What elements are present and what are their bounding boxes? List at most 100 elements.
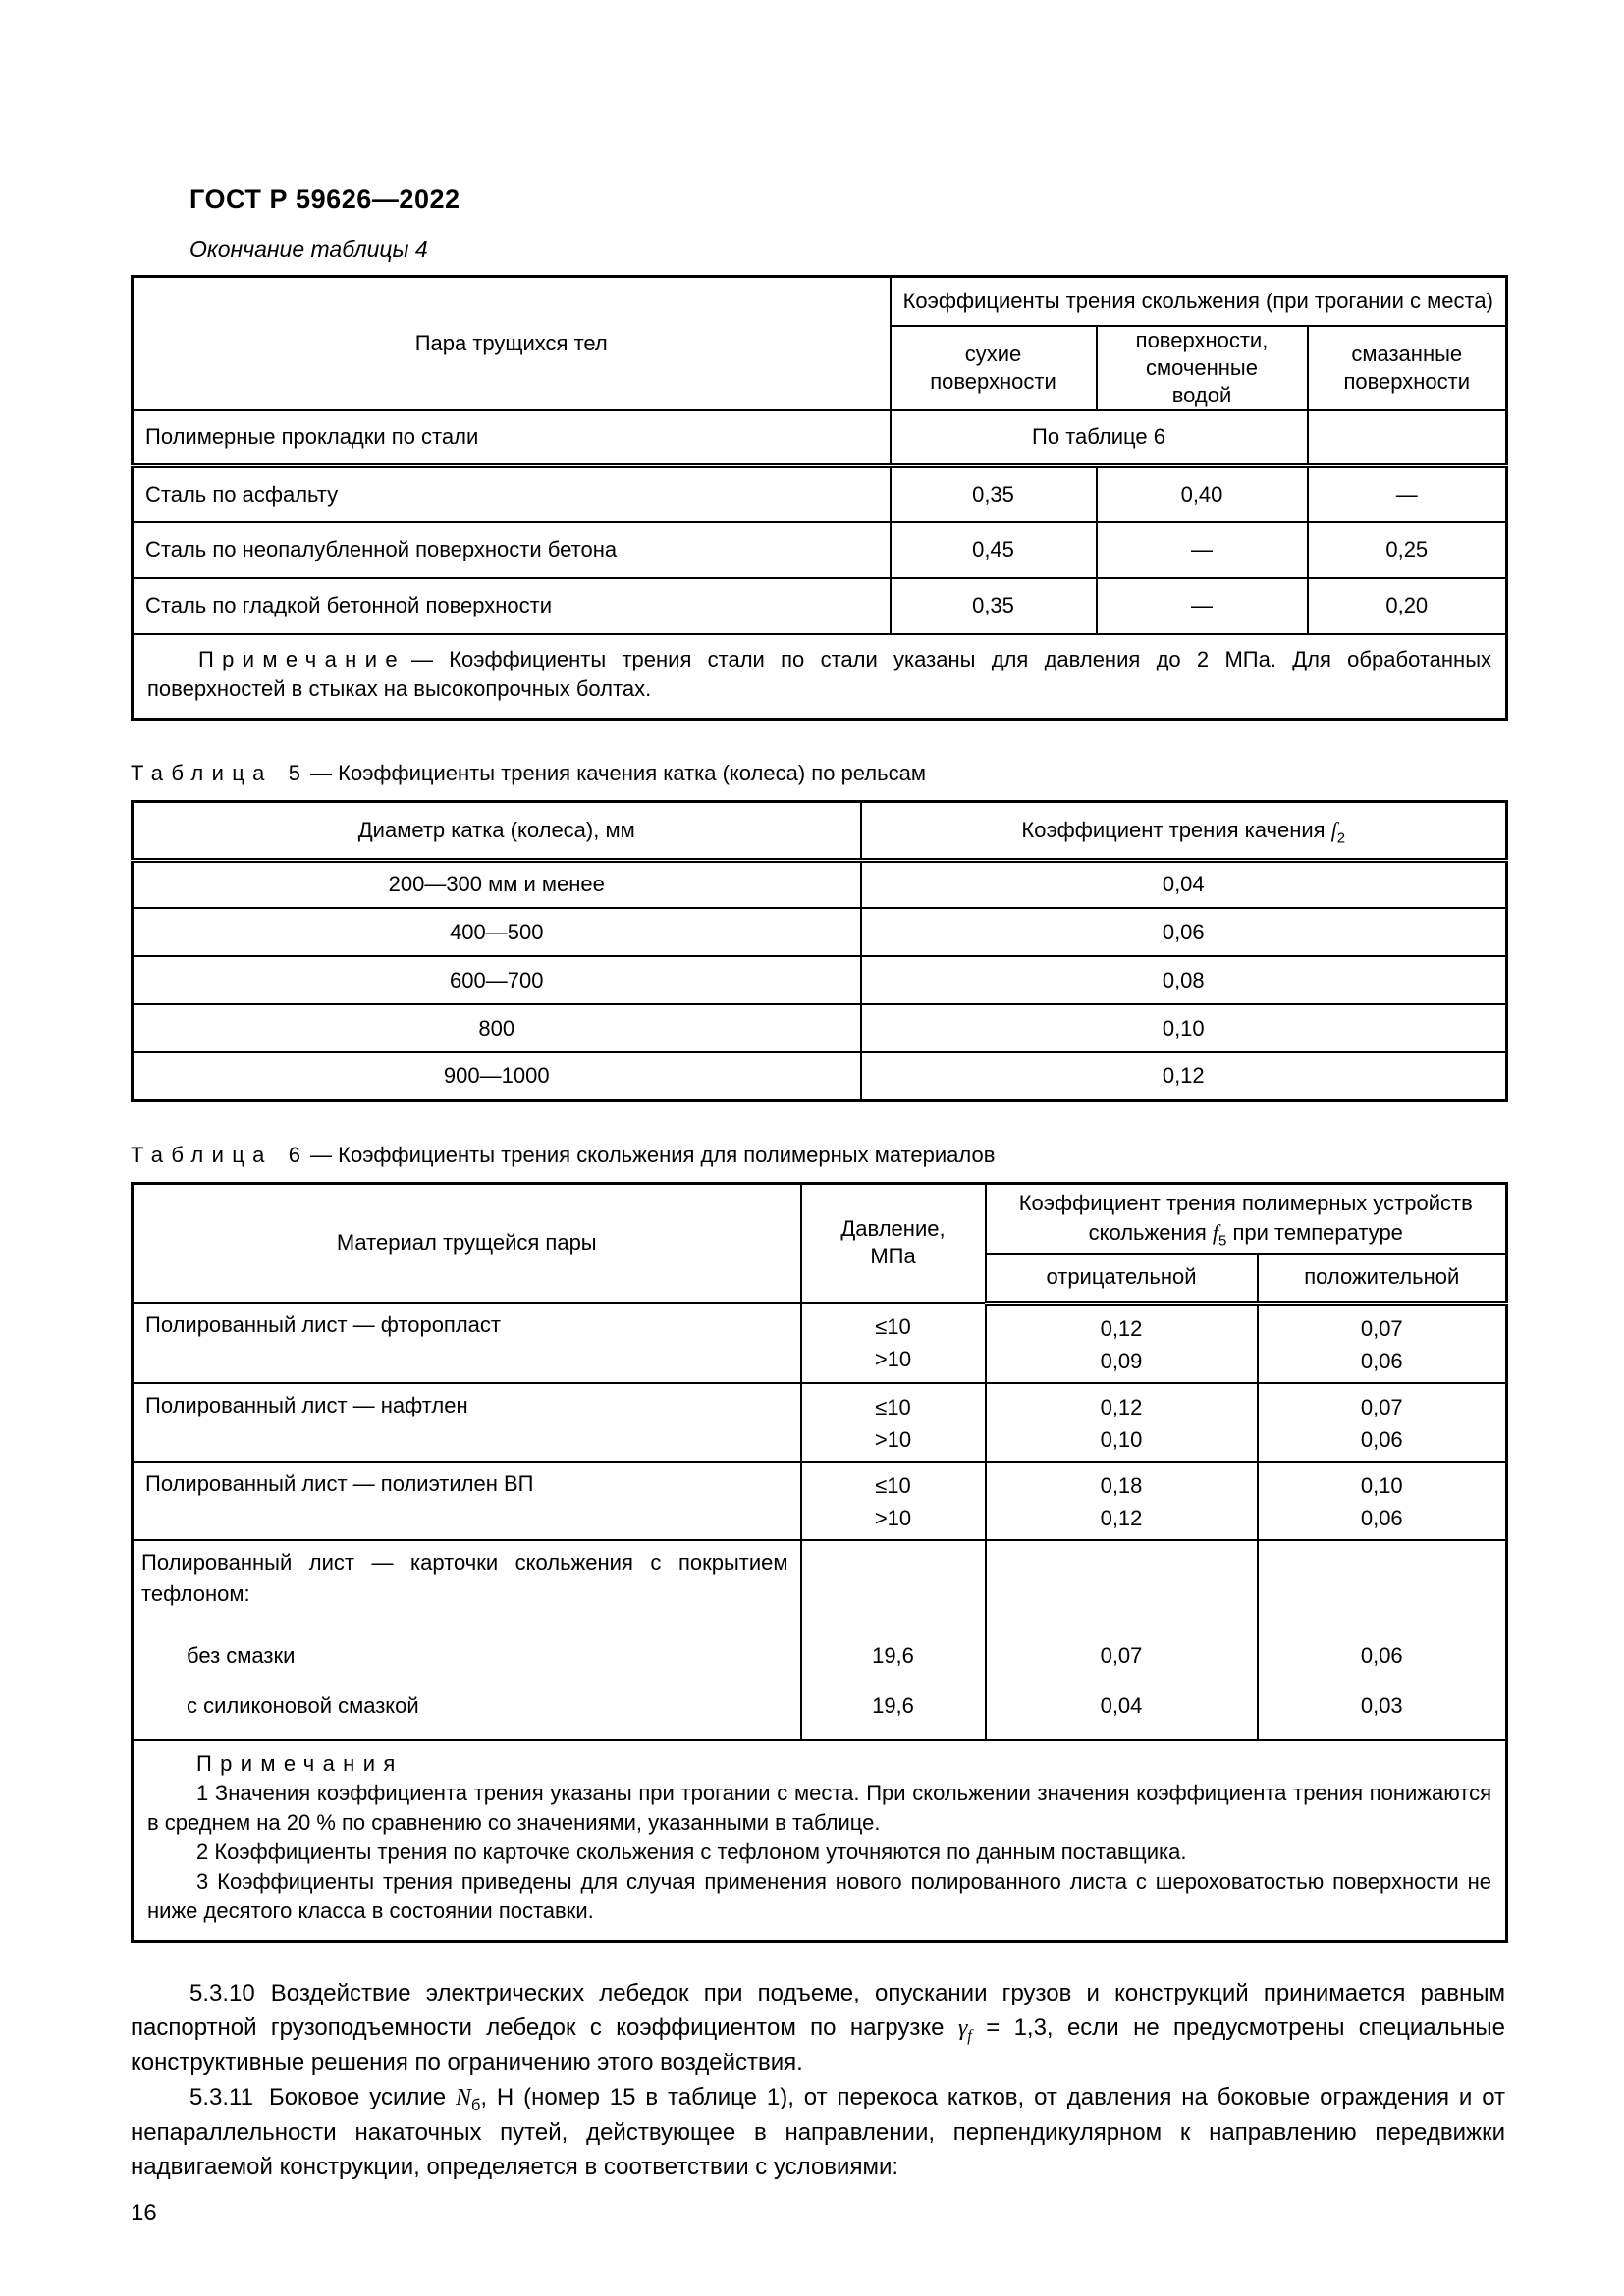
- clause-number: 5.3.10: [189, 1979, 255, 2006]
- notes-label: Примечания: [196, 1750, 404, 1776]
- table-row: Полированный лист — нафтлен ≤10 >10 0,12…: [131, 1381, 1508, 1463]
- coefficient-value: 0,10: [859, 1003, 1508, 1053]
- caption-label: Таблица: [131, 1142, 273, 1167]
- table5-header-row: Диаметр катка (колеса), мм Коэффициент т…: [131, 800, 1508, 863]
- table4-header-lubricated: смазанные поверхности: [1306, 324, 1508, 411]
- cards-item-name: без смазки: [187, 1643, 296, 1668]
- table4-note-row: Примечание — Коэффициенты трения стали по…: [131, 632, 1508, 720]
- note-label: Примечание: [198, 646, 406, 671]
- clause-text: = 1,3, если не предусмотрены специальные…: [131, 2013, 1506, 2076]
- table-row: 400—500 0,06: [131, 907, 1508, 957]
- pair-wet-value: 0,40: [1095, 464, 1309, 523]
- pressure-values: 19,6 19,6: [799, 1538, 987, 1741]
- clause-text: Боковое усилие: [268, 2083, 457, 2110]
- page-number: 16: [131, 2199, 157, 2226]
- f-subscript: 5: [1218, 1232, 1227, 1250]
- caption-title: — Коэффициенты трения качения катка (кол…: [310, 760, 926, 785]
- pair-span-value: По таблице 6: [889, 408, 1309, 468]
- negative-values: 0,12 0,10: [984, 1381, 1259, 1463]
- material-name: Полированный лист — полиэтилен ВП: [131, 1460, 802, 1541]
- caption-title: — Коэффициенты трения скольжения для пол…: [310, 1142, 996, 1167]
- coefficient-value: 0,04: [859, 859, 1508, 909]
- note-item: 3 Коэффициенты трения приведены для случ…: [147, 1868, 1492, 1923]
- note-item: 2 Коэффициенты трения по карточке скольж…: [196, 1839, 1187, 1864]
- note-item: 1 Значения коэффициента трения указаны п…: [147, 1780, 1492, 1835]
- table-row: 900—1000 0,12: [131, 1051, 1508, 1101]
- table6-header-row-2: отрицательной положительной: [133, 1253, 1508, 1306]
- table6-header-negative: отрицательной: [984, 1253, 1259, 1306]
- table-row: 800 0,10: [131, 1003, 1508, 1053]
- negative-values: 0,12 0,09: [984, 1302, 1259, 1384]
- pair-dry-value: 0,45: [889, 520, 1098, 579]
- table-row: Полированный лист — полиэтилен ВП ≤10 >1…: [131, 1460, 1508, 1541]
- gamma-variable: γ: [957, 2014, 968, 2041]
- negative-values: 0,18 0,12: [984, 1460, 1259, 1541]
- table-row: Сталь по асфальту 0,35 0,40 —: [131, 464, 1508, 523]
- table4-continuation-label: Окончание таблицы 4: [189, 237, 428, 262]
- table4-header-group: Коэффициенты трения скольжения (при трог…: [889, 275, 1508, 327]
- coefficient-value: 0,08: [859, 955, 1508, 1005]
- gamma-subscript: f: [967, 2025, 972, 2045]
- table6-polymer-friction: Материал трущейся пары Давление, МПа Коэ…: [131, 1181, 1509, 1943]
- material-name: Полированный лист — нафтлен: [131, 1381, 802, 1463]
- table-row: 600—700 0,08: [131, 955, 1508, 1005]
- pressure-values: ≤10 >10: [799, 1381, 987, 1463]
- pressure-values: ≤10 >10: [799, 1302, 987, 1384]
- pair-name: Сталь по гладкой бетонной поверхности: [131, 576, 892, 635]
- table6-caption: Таблица 6 — Коэффициенты трения скольжения…: [131, 1142, 1505, 1169]
- pressure-values: ≤10 >10: [799, 1460, 987, 1541]
- table4-header-pair: Пара трущихся тел: [131, 275, 892, 411]
- table5-header-coefficient: Коэффициент трения качения f2: [859, 800, 1508, 863]
- pair-name: Сталь по асфальту: [131, 464, 892, 523]
- note-text: — Коэффициенты трения стали по стали ука…: [147, 646, 1492, 701]
- positive-values: 0,07 0,06: [1256, 1381, 1508, 1463]
- table6-header-row-1: Материал трущейся пары Давление, МПа Коэ…: [131, 1182, 1508, 1304]
- f-subscript: 2: [1336, 828, 1346, 846]
- negative-values: 0,07 0,04: [984, 1538, 1259, 1741]
- pair-wet-value: —: [1095, 576, 1309, 635]
- caption-label: Таблица: [131, 760, 273, 785]
- document-page: ГОСТ Р 59626—2022 Окончание таблицы 4 Па…: [131, 185, 1509, 2227]
- table6-header-material: Материал трущейся пары: [131, 1182, 802, 1304]
- table4-note: Примечание — Коэффициенты трения стали по…: [147, 645, 1491, 704]
- paragraph-5-3-10: 5.3.10 Воздействие электрических лебедок …: [131, 1976, 1505, 2080]
- positive-values: 0,07 0,06: [1256, 1302, 1508, 1384]
- positive-values: 0,06 0,03: [1256, 1538, 1508, 1741]
- table6-header-positive: положительной: [1256, 1253, 1508, 1306]
- table-row-teflon-cards: Полированный лист — карточки скольжения …: [131, 1538, 1508, 1741]
- cards-title: Полированный лист — карточки скольжения …: [141, 1549, 788, 1606]
- diameter-value: 200—300 мм и менее: [131, 859, 862, 909]
- material-name: Полированный лист — фторопласт: [131, 1302, 802, 1384]
- table-row: Сталь по гладкой бетонной поверхности 0,…: [131, 576, 1508, 635]
- coefficient-value: 0,12: [859, 1051, 1508, 1101]
- coefficient-value: 0,06: [859, 907, 1508, 957]
- table-row: Сталь по неопалубленной поверхности бето…: [131, 520, 1508, 579]
- caption-number: 6: [288, 1142, 301, 1167]
- caption-number: 5: [288, 760, 301, 785]
- table6-notes-row: Примечания 1 Значения коэффициента трени…: [131, 1738, 1508, 1942]
- header-text: Коэффициент трения полимерных устройств …: [1018, 1191, 1473, 1246]
- header-text: Коэффициент трения качения: [1021, 817, 1331, 842]
- diameter-value: 900—1000: [131, 1051, 862, 1101]
- pair-name: Полимерные прокладки по стали: [131, 408, 892, 468]
- diameter-value: 400—500: [131, 907, 862, 957]
- pair-wet-value: —: [1095, 520, 1309, 579]
- pair-dry-value: 0,35: [889, 576, 1098, 635]
- table4-friction-sliding: Пара трущихся тел Коэффициенты трения ск…: [131, 275, 1509, 721]
- pair-lub-value: 0,25: [1306, 520, 1508, 579]
- diameter-value: 800: [131, 1003, 862, 1053]
- table6-header-pressure: Давление, МПа: [799, 1182, 987, 1304]
- n-subscript: б: [471, 2096, 481, 2114]
- paragraph-5-3-11: 5.3.11 Боковое усилие Nб, Н (номер 15 в т…: [131, 2080, 1505, 2184]
- table6-header-group: Коэффициент трения полимерных устройств …: [984, 1182, 1508, 1255]
- n-variable: N: [456, 2084, 472, 2110]
- table5-caption: Таблица 5 — Коэффициенты трения качения ка…: [131, 760, 1505, 787]
- table4-header-row-1: Пара трущихся тел Коэффициенты трения ск…: [131, 275, 1508, 411]
- clause-number: 5.3.11: [189, 2083, 253, 2110]
- table5-header-diameter: Диаметр катка (колеса), мм: [131, 800, 862, 863]
- f-variable: f: [1212, 1220, 1219, 1246]
- pair-dry-value: 0,35: [889, 464, 1098, 523]
- table5-rolling-friction: Диаметр катка (колеса), мм Коэффициент т…: [131, 799, 1508, 1102]
- pair-name: Сталь по неопалубленной поверхности бето…: [131, 520, 892, 579]
- standard-number: ГОСТ Р 59626—2022: [189, 185, 460, 214]
